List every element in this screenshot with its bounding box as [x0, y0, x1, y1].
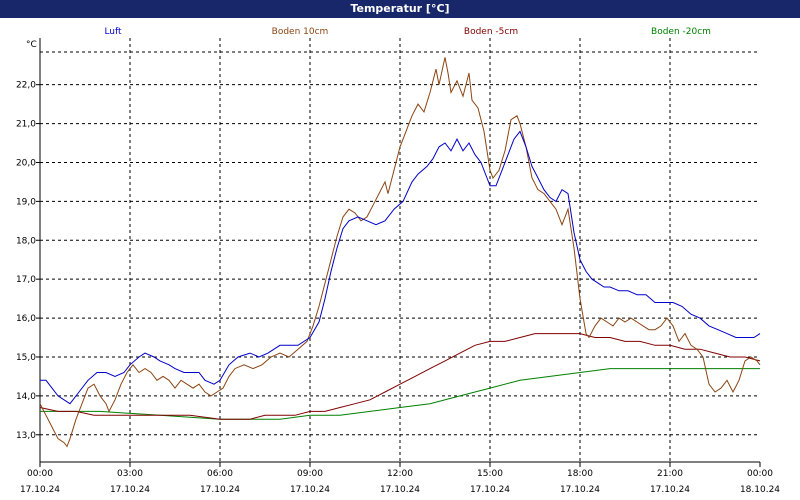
x-tick-time: 00:00: [747, 469, 773, 479]
y-tick-label: 15,0: [16, 353, 36, 363]
x-tick-date: 17.10.24: [380, 485, 420, 495]
legend-entry: Luft: [104, 27, 122, 37]
x-tick-date: 17.10.24: [290, 485, 330, 495]
x-tick-time: 18:00: [567, 469, 593, 479]
y-tick-label: 21,0: [16, 120, 36, 130]
legend-entry: Boden -20cm: [651, 27, 711, 37]
x-tick-time: 15:00: [477, 469, 503, 479]
series-line-boden-10cm: [39, 57, 761, 448]
y-tick-label: 17,0: [16, 275, 36, 285]
legend-entry: Boden -5cm: [464, 27, 518, 37]
y-tick-label: 14,0: [16, 392, 36, 402]
series-line-boden-5cm: [39, 333, 761, 420]
y-tick-label: 20,0: [16, 158, 36, 168]
x-tick-time: 03:00: [117, 469, 143, 479]
x-tick-time: 09:00: [297, 469, 323, 479]
series-line-luft: [40, 130, 761, 405]
x-tick-time: 00:00: [27, 469, 53, 479]
chart-title: Temperatur [°C]: [0, 0, 800, 18]
y-tick-label: 13,0: [16, 431, 36, 441]
legend-entry: Boden 10cm: [272, 27, 329, 37]
x-tick-date: 17.10.24: [200, 485, 240, 495]
x-tick-date: 17.10.24: [470, 485, 510, 495]
x-tick-date: 18.10.24: [740, 485, 780, 495]
y-tick-label: 18,0: [16, 236, 36, 246]
x-tick-date: 17.10.24: [20, 485, 60, 495]
x-tick-date: 17.10.24: [650, 485, 690, 495]
y-tick-label: 16,0: [16, 314, 36, 324]
y-unit-label: °C: [26, 40, 37, 50]
x-tick-time: 21:00: [657, 469, 683, 479]
x-tick-time: 12:00: [387, 469, 413, 479]
x-tick-date: 17.10.24: [110, 485, 150, 495]
y-tick-label: 19,0: [16, 197, 36, 207]
x-tick-date: 17.10.24: [560, 485, 600, 495]
x-tick-time: 06:00: [207, 469, 233, 479]
y-tick-label: 22,0: [16, 81, 36, 91]
